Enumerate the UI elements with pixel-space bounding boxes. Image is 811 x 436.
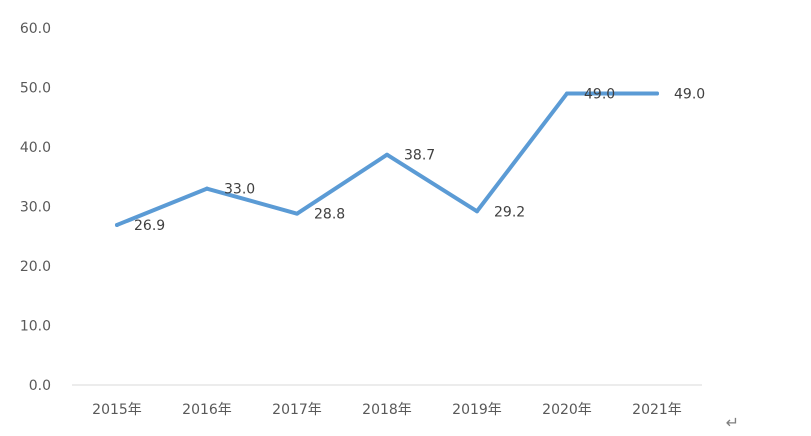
data-label: 28.8 (314, 207, 345, 223)
data-label: 29.2 (494, 204, 525, 220)
x-tick-label: 2020年 (542, 402, 592, 418)
data-point (655, 91, 659, 96)
data-label: 26.9 (134, 218, 165, 234)
x-tick-label: 2017年 (272, 402, 322, 418)
y-tick-label: 0.0 (29, 378, 51, 394)
data-labels: 26.9 33.0 28.8 38.7 29.2 49.0 49.0 (134, 86, 705, 233)
data-label: 49.0 (584, 86, 615, 102)
y-tick-label: 20.0 (20, 259, 51, 275)
y-axis: 0.0 10.0 20.0 30.0 40.0 50.0 60.0 (20, 21, 51, 394)
y-tick-label: 60.0 (20, 21, 51, 37)
data-point (205, 186, 209, 191)
data-point (475, 209, 479, 214)
data-label: 33.0 (224, 182, 255, 198)
data-point (385, 152, 389, 157)
y-tick-label: 40.0 (20, 140, 51, 156)
data-point (565, 91, 569, 96)
x-tick-label: 2016年 (182, 402, 232, 418)
series-line (115, 91, 659, 227)
data-point (115, 222, 119, 227)
data-point (295, 211, 299, 216)
data-label: 38.7 (404, 148, 435, 164)
y-tick-label: 30.0 (20, 200, 51, 216)
y-tick-label: 10.0 (20, 319, 51, 335)
series-layer (115, 91, 659, 227)
x-tick-label: 2015年 (92, 402, 142, 418)
data-label: 49.0 (674, 86, 705, 102)
paragraph-return-icon: ↵ (725, 413, 739, 432)
x-axis: 2015年 2016年 2017年 2018年 2019年 2020年 2021年 (72, 384, 702, 418)
x-tick-label: 2019年 (452, 402, 502, 418)
x-tick-label: 2021年 (632, 402, 682, 418)
y-tick-label: 50.0 (20, 81, 51, 97)
x-tick-label: 2018年 (362, 402, 412, 418)
